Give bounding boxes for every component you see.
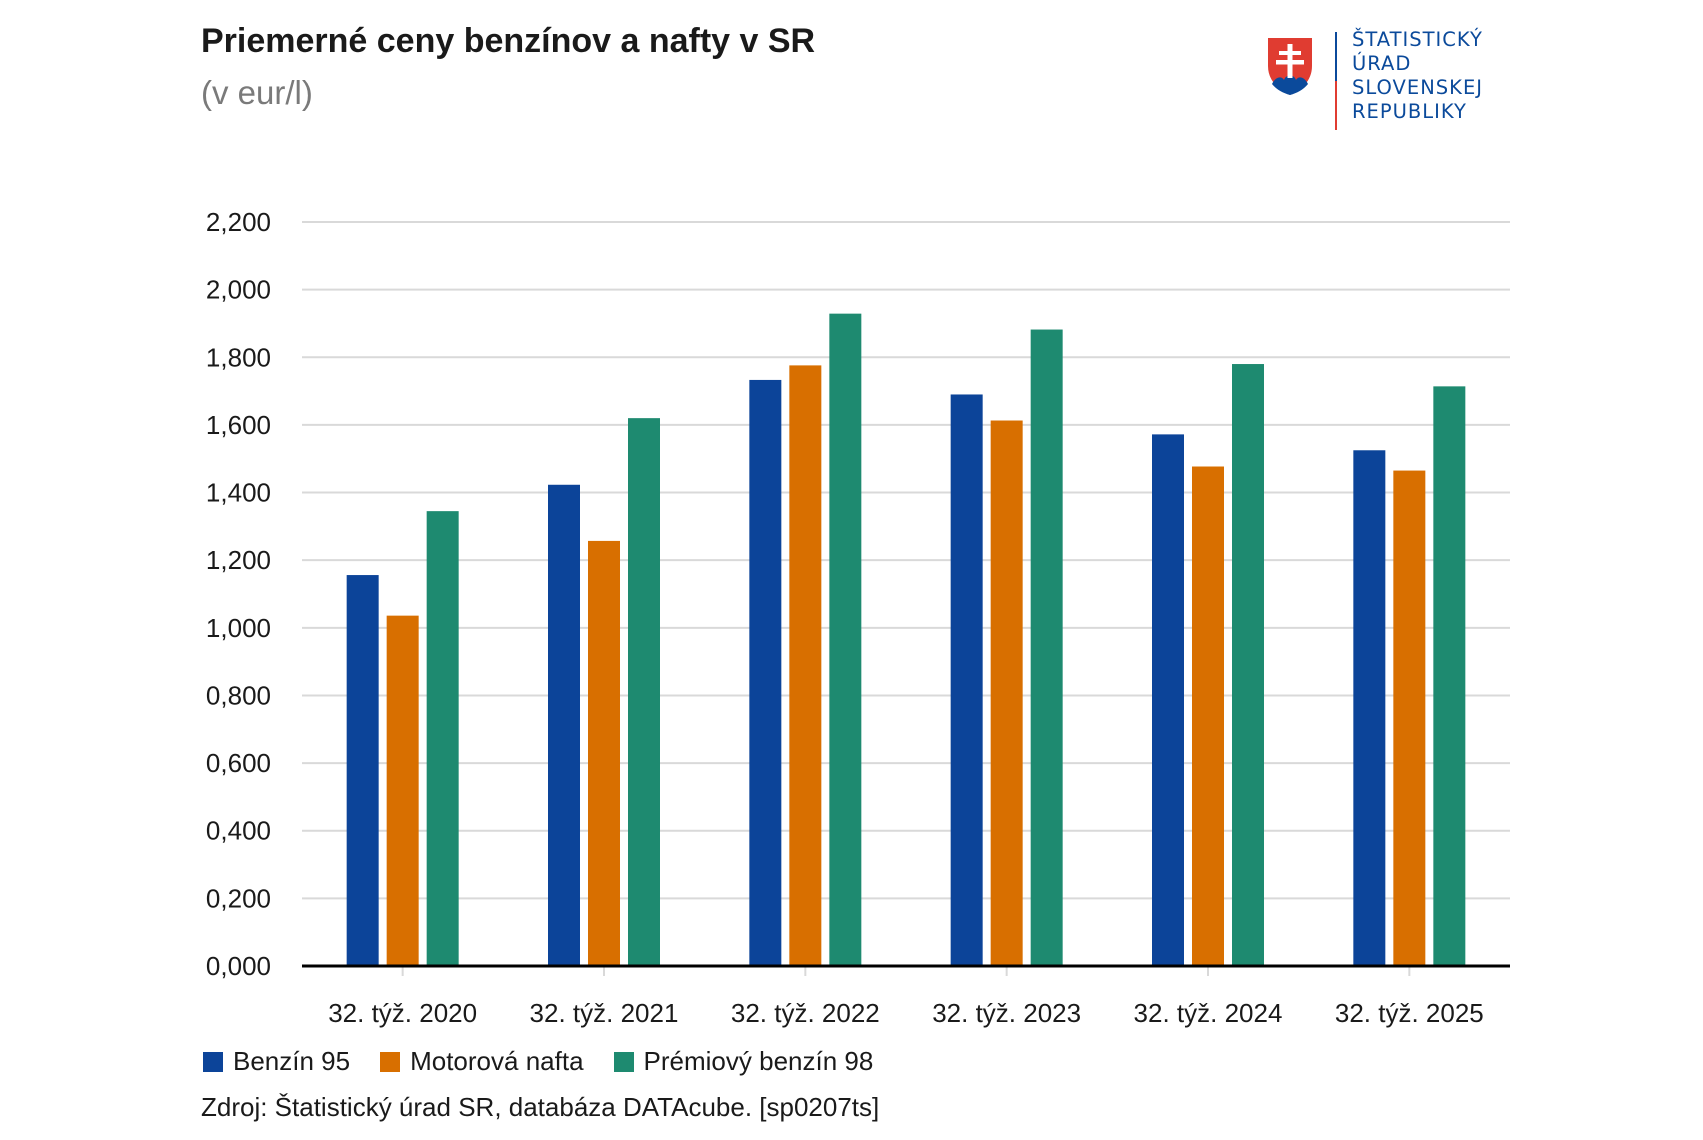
bar — [628, 418, 660, 966]
y-tick-label: 0,400 — [206, 816, 271, 846]
legend-swatch — [380, 1051, 401, 1072]
y-tick-label: 0,800 — [206, 680, 271, 710]
coat-of-arms-icon — [1264, 34, 1316, 100]
x-tick-label: 32. týž. 2021 — [530, 998, 679, 1028]
bar — [386, 615, 419, 966]
y-tick-label: 2,200 — [206, 207, 271, 237]
y-tick-label: 0,600 — [206, 748, 271, 778]
y-tick-label: 2,000 — [206, 275, 271, 305]
x-tick-label: 32. týž. 2025 — [1335, 998, 1484, 1028]
legend-label: Benzín 95 — [233, 1046, 351, 1076]
legend-item: Motorová nafta — [380, 1046, 584, 1077]
bar — [1393, 470, 1426, 966]
logo-line-4: REPUBLIKY — [1352, 100, 1467, 123]
logo-line-1: ŠTATISTICKÝ — [1352, 28, 1483, 51]
chart-legend: Benzín 95 Motorová nafta Prémiový benzín 9… — [203, 1046, 873, 1077]
logo-line-2: ÚRAD — [1352, 52, 1412, 75]
bar — [1232, 364, 1264, 966]
bar — [1192, 466, 1224, 966]
bar — [1152, 434, 1184, 966]
bar — [1433, 386, 1466, 967]
legend-label: Prémiový benzín 98 — [643, 1046, 874, 1076]
x-tick-label: 32. týž. 2024 — [1134, 998, 1283, 1028]
y-tick-label: 1,600 — [206, 410, 271, 440]
logo-text: ŠTATISTICKÝ ÚRAD SLOVENSKEJ REPUBLIKY — [1352, 28, 1483, 124]
bar — [950, 394, 983, 966]
bar — [829, 313, 862, 966]
source-note: Zdroj: Štatistický úrad SR, databáza DAT… — [201, 1092, 880, 1122]
statistical-office-logo: ŠTATISTICKÝ ÚRAD SLOVENSKEJ REPUBLIKY — [1262, 28, 1522, 132]
legend-label: Motorová nafta — [410, 1046, 584, 1076]
y-tick-label: 1,000 — [206, 613, 271, 643]
logo-divider — [1335, 32, 1337, 130]
bar — [1030, 329, 1063, 966]
bar — [789, 365, 822, 966]
legend-swatch — [613, 1051, 634, 1072]
legend-item: Benzín 95 — [203, 1046, 350, 1077]
y-tick-label: 1,400 — [206, 478, 271, 508]
y-tick-label: 0,200 — [206, 883, 271, 913]
bar — [749, 379, 782, 966]
bar — [588, 540, 620, 966]
bar — [990, 420, 1023, 967]
bar — [426, 511, 459, 966]
x-tick-label: 32. týž. 2023 — [932, 998, 1081, 1028]
bar — [346, 575, 379, 966]
bar — [548, 484, 580, 966]
y-tick-label: 1,200 — [206, 545, 271, 575]
chart-title: Priemerné ceny benzínov a nafty v SR — [201, 22, 816, 60]
x-tick-label: 32. týž. 2020 — [328, 998, 477, 1028]
x-tick-label: 32. týž. 2022 — [731, 998, 880, 1028]
bar — [1353, 450, 1386, 967]
legend-swatch — [203, 1051, 223, 1072]
chart-subtitle: (v eur/l) — [201, 74, 313, 111]
y-tick-label: 0,000 — [206, 951, 271, 981]
legend-item: Prémiový benzín 98 — [613, 1046, 874, 1077]
logo-line-3: SLOVENSKEJ — [1352, 76, 1484, 99]
y-tick-label: 1,800 — [206, 342, 271, 372]
